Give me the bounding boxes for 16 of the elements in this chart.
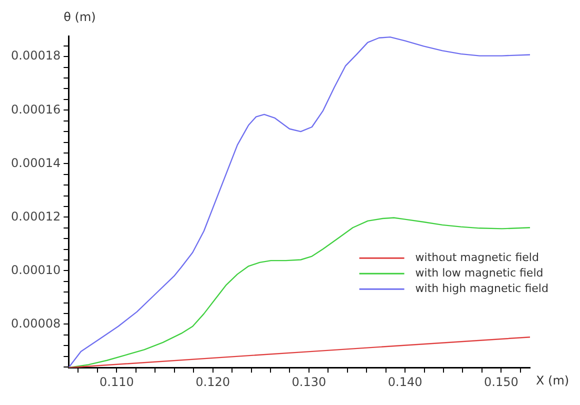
x-tick-label: 0.110 bbox=[100, 374, 134, 389]
y-tick-label: 0.00010 bbox=[11, 262, 61, 277]
y-tick-label: 0.00008 bbox=[11, 316, 61, 330]
x-tick-label: 0.140 bbox=[388, 374, 422, 389]
y-tick-label: 0.00014 bbox=[11, 156, 61, 170]
y-tick-label: 0.00012 bbox=[11, 209, 61, 224]
legend-label: with high magnetic field bbox=[415, 282, 548, 296]
legend-label: with low magnetic field bbox=[415, 266, 544, 280]
x-tick-label: 0.120 bbox=[196, 374, 230, 389]
y-tick-label: 0.00016 bbox=[11, 102, 61, 116]
x-tick-label: 0.150 bbox=[484, 374, 518, 389]
legend-label: without magnetic field bbox=[415, 251, 539, 264]
x-axis-title: X (m) bbox=[536, 374, 570, 388]
y-tick-label: 0.00018 bbox=[11, 48, 61, 63]
y-axis-title: θ (m) bbox=[64, 10, 96, 24]
x-tick-label: 0.130 bbox=[292, 374, 326, 389]
